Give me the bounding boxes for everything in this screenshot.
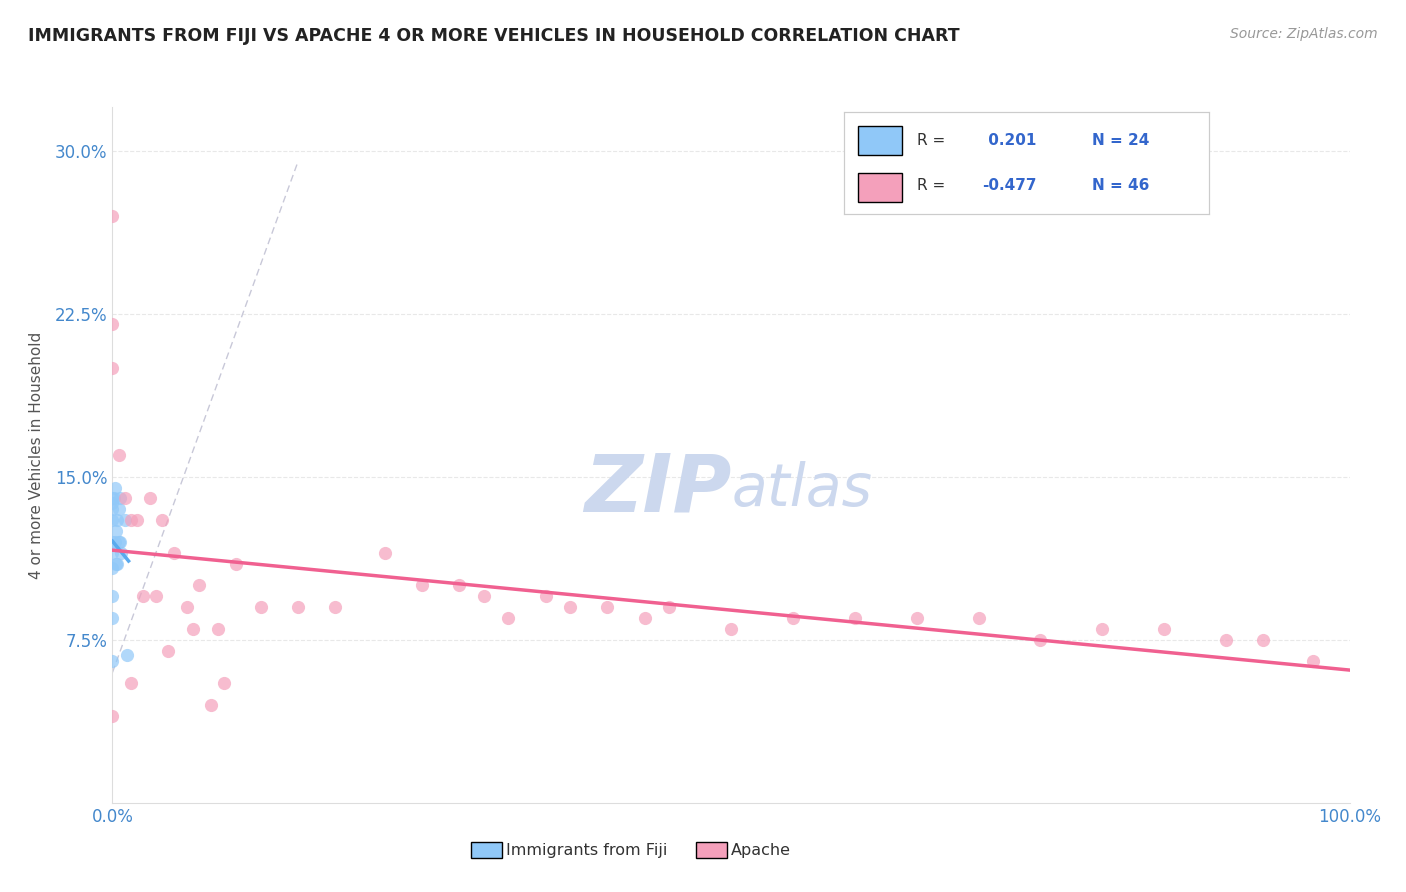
Point <box>101 708 124 723</box>
Text: 0.201: 0.201 <box>983 133 1036 148</box>
Point <box>101 496 124 510</box>
Point <box>101 589 124 603</box>
Point <box>107 513 129 527</box>
Point <box>658 600 681 615</box>
Text: -0.477: -0.477 <box>983 178 1038 193</box>
Point <box>157 643 180 657</box>
Point <box>472 589 495 603</box>
Point <box>411 578 433 592</box>
Point <box>1215 632 1237 647</box>
Point <box>108 491 131 506</box>
Point <box>200 698 222 712</box>
Point <box>114 513 136 527</box>
Point <box>101 535 124 549</box>
Point <box>181 622 204 636</box>
Point <box>905 611 928 625</box>
Point <box>844 611 866 625</box>
Point <box>374 546 396 560</box>
Point <box>250 600 273 615</box>
Point <box>212 676 235 690</box>
Text: ZIP: ZIP <box>583 450 731 529</box>
Point <box>1302 655 1324 669</box>
Text: N = 24: N = 24 <box>1092 133 1150 148</box>
Point <box>107 448 129 462</box>
Point <box>596 600 619 615</box>
Y-axis label: 4 or more Vehicles in Household: 4 or more Vehicles in Household <box>30 331 44 579</box>
Point <box>720 622 742 636</box>
Point <box>176 600 198 615</box>
Point <box>782 611 804 625</box>
Point <box>101 318 124 332</box>
Point <box>1029 632 1052 647</box>
Point <box>108 535 131 549</box>
Text: N = 46: N = 46 <box>1092 178 1150 193</box>
Point <box>138 491 160 506</box>
Text: R =: R = <box>917 178 950 193</box>
Point <box>323 600 346 615</box>
Point <box>107 535 129 549</box>
FancyBboxPatch shape <box>858 126 903 154</box>
Point <box>207 622 229 636</box>
Point <box>105 524 128 538</box>
Point <box>114 491 136 506</box>
Point <box>287 600 309 615</box>
Point <box>101 502 124 516</box>
Point <box>498 611 520 625</box>
Point <box>560 600 582 615</box>
Point <box>120 513 142 527</box>
Point <box>107 557 129 571</box>
Text: Immigrants from Fiji: Immigrants from Fiji <box>506 843 668 857</box>
Text: Source: ZipAtlas.com: Source: ZipAtlas.com <box>1230 27 1378 41</box>
Point <box>1091 622 1114 636</box>
Point <box>120 676 142 690</box>
Point <box>534 589 557 603</box>
Point <box>101 491 124 506</box>
Point <box>101 655 124 669</box>
Point <box>107 502 129 516</box>
Point <box>101 611 124 625</box>
Point <box>104 481 127 495</box>
Point <box>1153 622 1175 636</box>
Point <box>117 648 139 662</box>
Point <box>110 546 132 560</box>
Point <box>447 578 470 592</box>
Text: atlas: atlas <box>731 461 872 518</box>
Point <box>188 578 211 592</box>
Point <box>127 513 149 527</box>
Point <box>967 611 990 625</box>
Point <box>101 513 124 527</box>
FancyBboxPatch shape <box>858 173 903 202</box>
Point <box>101 360 124 375</box>
Point <box>101 209 124 223</box>
Point <box>101 546 124 560</box>
Text: R =: R = <box>917 133 950 148</box>
Point <box>104 535 127 549</box>
Point <box>225 557 247 571</box>
Point <box>633 611 655 625</box>
Text: Apache: Apache <box>731 843 792 857</box>
Point <box>163 546 186 560</box>
Point <box>105 557 128 571</box>
Point <box>145 589 167 603</box>
Text: IMMIGRANTS FROM FIJI VS APACHE 4 OR MORE VEHICLES IN HOUSEHOLD CORRELATION CHART: IMMIGRANTS FROM FIJI VS APACHE 4 OR MORE… <box>28 27 960 45</box>
Point <box>1251 632 1274 647</box>
Point <box>103 491 125 506</box>
Point <box>132 589 155 603</box>
Point <box>101 561 124 575</box>
Point <box>150 513 173 527</box>
